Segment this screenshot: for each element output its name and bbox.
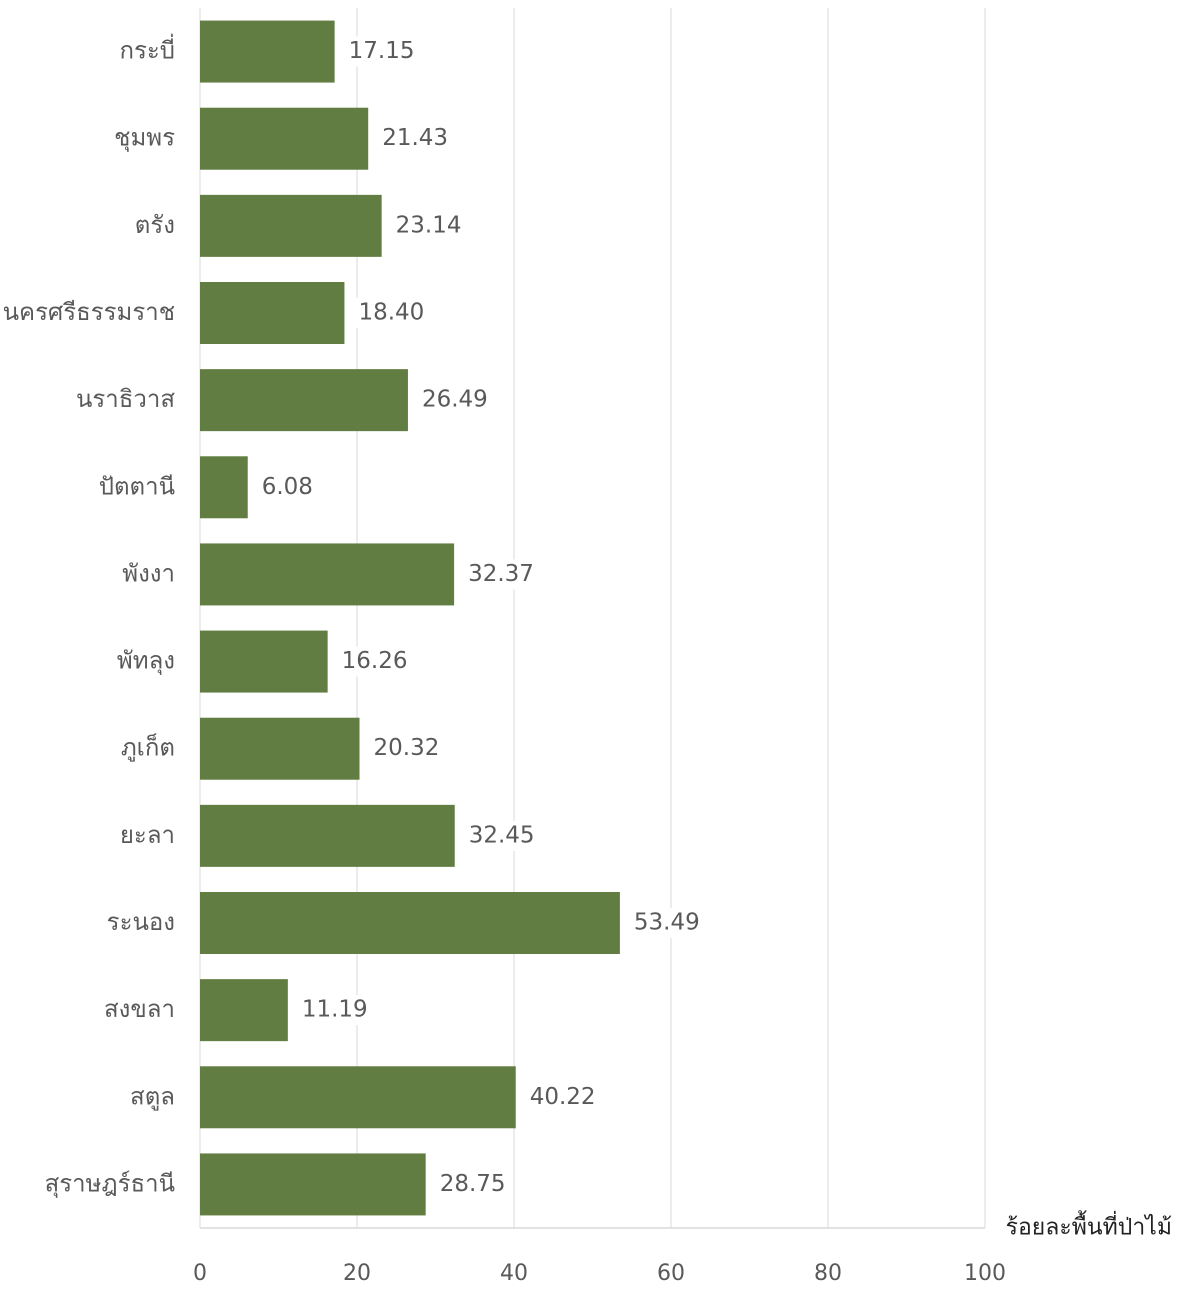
bar (200, 107, 369, 170)
value-label: 32.37 (468, 561, 534, 587)
x-tick-label: 0 (193, 1261, 207, 1286)
value-label: 28.75 (440, 1171, 506, 1197)
category-label: สุราษฎร์ธานี (45, 1169, 175, 1198)
value-label-bg (370, 733, 445, 764)
category-label: ยะลา (120, 821, 175, 849)
category-labels: กระบี่ชุมพรตรังนครศรีธรรมราชนราธิวาสปัตต… (3, 34, 176, 1199)
value-label: 26.49 (422, 387, 488, 413)
category-label: สตูล (130, 1082, 175, 1111)
value-label-bg (355, 298, 430, 328)
value-label-bg (418, 385, 493, 416)
bar (200, 194, 382, 257)
category-label: กระบี่ (119, 34, 175, 65)
bar (200, 630, 328, 693)
x-tick-label: 60 (657, 1261, 685, 1286)
value-label-bg (630, 908, 705, 938)
bar (200, 369, 408, 432)
value-label: 20.32 (374, 735, 440, 761)
value-label: 21.43 (382, 125, 448, 151)
category-label: พัทลุง (117, 647, 175, 676)
bar (200, 543, 455, 606)
bar (200, 1153, 426, 1216)
category-label: ระนอง (107, 908, 175, 936)
x-tick-label: 20 (343, 1261, 371, 1286)
value-label: 11.19 (302, 997, 368, 1023)
bar (200, 20, 335, 83)
value-label-bg (345, 36, 420, 67)
value-label: 17.15 (349, 38, 415, 64)
bar (200, 1066, 516, 1129)
grid-lines (199, 8, 986, 1228)
category-label: ภูเก็ต (121, 733, 175, 763)
x-tick-label: 80 (814, 1261, 842, 1286)
value-labels: 17.15 21.43 23.14 18.40 26.49 6.08 32.37 16.26 2… (258, 36, 705, 1200)
category-label: พังงา (122, 559, 175, 587)
value-label: 6.08 (262, 474, 313, 500)
category-label: ปัตตานี (99, 472, 175, 500)
value-label-bg (392, 210, 467, 241)
x-tick-labels: 0 20 40 60 80 100 (193, 1261, 1006, 1286)
value-label-bg (298, 995, 373, 1026)
value-label-bg (258, 472, 319, 503)
value-label: 23.14 (396, 212, 462, 238)
x-tick-label: 100 (964, 1261, 1006, 1286)
value-label-bg (436, 1169, 511, 1200)
bar (200, 979, 288, 1042)
value-label-bg (526, 1082, 601, 1113)
value-label-bg (338, 646, 413, 677)
bar (200, 804, 455, 867)
bar (200, 456, 248, 519)
value-label-bg (379, 123, 454, 154)
value-label-bg (465, 559, 540, 590)
bar (200, 892, 620, 954)
value-label: 53.49 (634, 910, 700, 936)
category-label: นครศรีธรรมราช (3, 298, 175, 326)
bar (200, 717, 360, 780)
value-label: 32.45 (469, 822, 535, 848)
value-label-bg (465, 820, 540, 851)
value-label: 40.22 (530, 1084, 596, 1110)
value-label: 18.40 (358, 300, 424, 326)
category-label: นราธิวาส (76, 385, 175, 413)
bar (200, 282, 345, 344)
category-label: สงขลา (104, 995, 175, 1023)
x-axis-title: ร้อยละพื้นที่ป่าไม้ (1006, 1211, 1172, 1241)
category-label: ชุมพร (114, 124, 175, 153)
category-label: ตรัง (135, 211, 175, 239)
x-tick-label: 40 (500, 1261, 528, 1286)
bars (200, 20, 620, 1216)
value-label: 16.26 (342, 648, 408, 674)
